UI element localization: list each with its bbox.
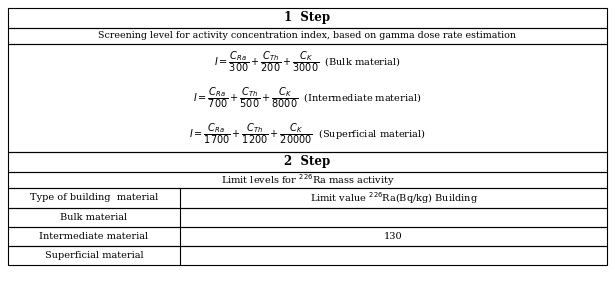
- Bar: [8, 227, 607, 246]
- Bar: [8, 208, 607, 227]
- Bar: [8, 246, 607, 265]
- Bar: [8, 172, 607, 188]
- Text: 130: 130: [384, 232, 403, 241]
- Text: $I=\dfrac{C_{Ra}}{1700}+\dfrac{C_{Th}}{1200}+\dfrac{C_{K}}{20000}$  (Superficial: $I=\dfrac{C_{Ra}}{1700}+\dfrac{C_{Th}}{1…: [189, 122, 426, 147]
- Text: Limit value $^{226}$Ra(Bq/kg) Building: Limit value $^{226}$Ra(Bq/kg) Building: [309, 190, 477, 206]
- Bar: [8, 8, 607, 28]
- Text: $I=\dfrac{C_{Ra}}{700}+\dfrac{C_{Th}}{500}+\dfrac{C_{K}}{8000}$  (Intermediate m: $I=\dfrac{C_{Ra}}{700}+\dfrac{C_{Th}}{50…: [193, 85, 422, 110]
- Text: 1  Step: 1 Step: [284, 11, 331, 24]
- Text: Intermediate material: Intermediate material: [39, 232, 149, 241]
- Bar: [8, 44, 607, 152]
- Text: Limit levels for $^{226}$Ra mass activity: Limit levels for $^{226}$Ra mass activit…: [221, 172, 394, 188]
- Bar: [8, 152, 607, 172]
- Text: $I=\dfrac{C_{Ra}}{300}+\dfrac{C_{Th}}{200}+\dfrac{C_{K}}{3000}$  (Bulk material): $I=\dfrac{C_{Ra}}{300}+\dfrac{C_{Th}}{20…: [214, 50, 401, 74]
- Text: Bulk material: Bulk material: [60, 213, 127, 222]
- Text: 2  Step: 2 Step: [284, 156, 331, 168]
- Bar: [8, 28, 607, 44]
- Text: Type of building  material: Type of building material: [30, 193, 158, 202]
- Text: Superficial material: Superficial material: [45, 251, 143, 260]
- Text: Screening level for activity concentration index, based on gamma dose rate estim: Screening level for activity concentrati…: [98, 32, 517, 41]
- Bar: [8, 188, 607, 208]
